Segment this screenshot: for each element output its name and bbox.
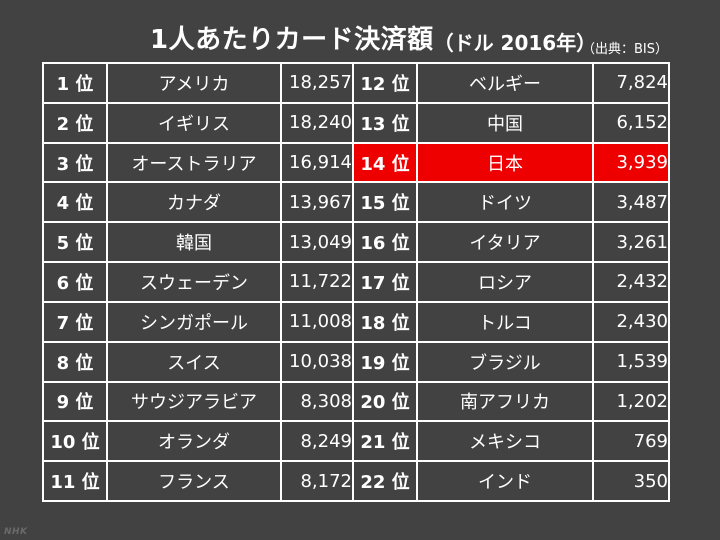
nhk-logo: NHK — [4, 527, 28, 537]
amount-cell: 2,430 — [592, 300, 670, 343]
table-row: 10 位オランダ 8,249 21 位メキシコ 769 — [42, 420, 670, 463]
rank-cell: 1 位 — [42, 62, 108, 104]
rank-cell: 12 位 — [352, 62, 418, 104]
rank-cell: 13 位 — [352, 101, 418, 144]
country-cell: 南アフリカ — [416, 380, 594, 423]
country-cell: オランダ — [106, 420, 282, 463]
amount-cell: 7,824 — [592, 62, 670, 104]
rank-cell: 9 位 — [42, 380, 108, 423]
table-row: 5 位韓国 13,049 16 位イタリア 3,261 — [42, 221, 670, 264]
amount-cell: 2,432 — [592, 261, 670, 303]
country-cell: イタリア — [416, 221, 594, 264]
amount-cell: 10,038 — [280, 340, 354, 383]
country-cell: ロシア — [416, 261, 594, 303]
page-title: 1人あたりカード決済額 （ドル 2016年） — [150, 14, 596, 56]
rank-cell: 11 位 — [42, 460, 108, 502]
rank-cell: 5 位 — [42, 221, 108, 264]
amount-cell: 6,152 — [592, 101, 670, 144]
country-cell: カナダ — [106, 181, 282, 224]
rank-cell: 16 位 — [352, 221, 418, 264]
table-row: 8 位スイス 10,038 19 位ブラジル 1,539 — [42, 340, 670, 383]
amount-cell: 8,308 — [280, 380, 354, 423]
rank-cell: 10 位 — [42, 420, 108, 463]
ranking-body: 1 位アメリカ 18,257 12 位ベルギー 7,824 2 位イギリス 18,240 1… — [42, 62, 670, 502]
country-cell: ベルギー — [416, 62, 594, 104]
rank-cell: 22 位 — [352, 460, 418, 502]
rank-cell: 7 位 — [42, 300, 108, 343]
country-cell: メキシコ — [416, 420, 594, 463]
table-row: 3 位オーストラリア 16,914 14 位日本 3,939 — [42, 141, 670, 184]
rank-cell: 14 位 — [352, 141, 418, 184]
table-row: 11 位フランス 8,172 22 位インド 350 — [42, 460, 670, 502]
rank-cell: 15 位 — [352, 181, 418, 224]
amount-cell: 8,172 — [280, 460, 354, 502]
rank-cell: 19 位 — [352, 340, 418, 383]
rank-cell: 21 位 — [352, 420, 418, 463]
table-row: 1 位アメリカ 18,257 12 位ベルギー 7,824 — [42, 62, 670, 104]
rank-cell: 3 位 — [42, 141, 108, 184]
amount-cell: 3,487 — [592, 181, 670, 224]
rank-cell: 17 位 — [352, 261, 418, 303]
country-cell: 中国 — [416, 101, 594, 144]
amount-cell: 13,967 — [280, 181, 354, 224]
table-row: 9 位サウジアラビア 8,308 20 位南アフリカ 1,202 — [42, 380, 670, 423]
country-cell: フランス — [106, 460, 282, 502]
amount-cell: 13,049 — [280, 221, 354, 264]
country-cell: イギリス — [106, 101, 282, 144]
amount-cell: 1,202 — [592, 380, 670, 423]
table-row: 7 位シンガポール 11,008 18 位トルコ 2,430 — [42, 300, 670, 343]
rank-cell: 8 位 — [42, 340, 108, 383]
rank-cell: 20 位 — [352, 380, 418, 423]
country-cell: インド — [416, 460, 594, 502]
title-main: 1人あたりカード決済額 — [150, 25, 434, 55]
country-cell: ドイツ — [416, 181, 594, 224]
country-cell: 日本 — [416, 141, 594, 184]
table-row: 2 位イギリス 18,240 13 位中国 6,152 — [42, 101, 670, 144]
rank-cell: 18 位 — [352, 300, 418, 343]
table-row: 6 位スウェーデン 11,722 17 位ロシア 2,432 — [42, 261, 670, 303]
amount-cell: 11,008 — [280, 300, 354, 343]
title-unit: （ドル 2016年） — [433, 31, 597, 55]
table-row: 4 位カナダ 13,967 15 位ドイツ 3,487 — [42, 181, 670, 224]
country-cell: スイス — [106, 340, 282, 383]
country-cell: シンガポール — [106, 300, 282, 343]
country-cell: ブラジル — [416, 340, 594, 383]
country-cell: オーストラリア — [106, 141, 282, 184]
amount-cell: 1,539 — [592, 340, 670, 383]
amount-cell: 3,939 — [592, 141, 670, 184]
amount-cell: 11,722 — [280, 261, 354, 303]
country-cell: 韓国 — [106, 221, 282, 264]
source-note: （出典：BIS） — [581, 42, 668, 57]
country-cell: トルコ — [416, 300, 594, 343]
amount-cell: 3,261 — [592, 221, 670, 264]
amount-cell: 350 — [592, 460, 670, 502]
amount-cell: 18,240 — [280, 101, 354, 144]
rank-cell: 4 位 — [42, 181, 108, 224]
amount-cell: 8,249 — [280, 420, 354, 463]
country-cell: スウェーデン — [106, 261, 282, 303]
rank-cell: 2 位 — [42, 101, 108, 144]
rank-cell: 6 位 — [42, 261, 108, 303]
country-cell: アメリカ — [106, 62, 282, 104]
country-cell: サウジアラビア — [106, 380, 282, 423]
ranking-table: 1 位アメリカ 18,257 12 位ベルギー 7,824 2 位イギリス 18,240 1… — [42, 62, 670, 502]
amount-cell: 769 — [592, 420, 670, 463]
amount-cell: 16,914 — [280, 141, 354, 184]
amount-cell: 18,257 — [280, 62, 354, 104]
